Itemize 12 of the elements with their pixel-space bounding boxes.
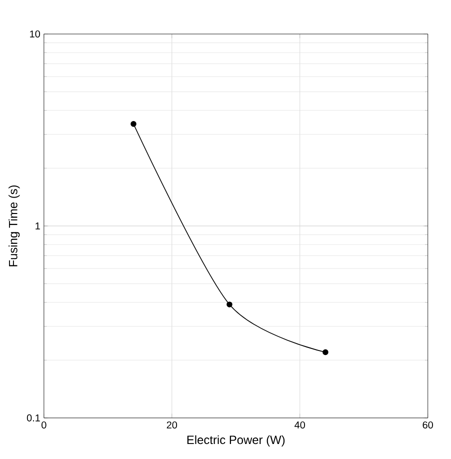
y-tick-label: 10 bbox=[30, 30, 40, 38]
x-tick-label: 20 bbox=[167, 421, 178, 428]
x-tick-label: 60 bbox=[423, 421, 434, 428]
x-tick-label: 40 bbox=[294, 421, 306, 428]
y-tick-label: 0.1 bbox=[27, 414, 40, 422]
point bbox=[322, 349, 329, 356]
y-tick-label: 1 bbox=[36, 222, 40, 230]
x-axis-title: Electric Power (W) bbox=[188, 435, 285, 446]
y-axis-title: Fusing Time (s) bbox=[8, 185, 20, 266]
point bbox=[130, 121, 137, 127]
x-tick-label: 0 bbox=[42, 421, 47, 428]
point bbox=[226, 302, 233, 308]
